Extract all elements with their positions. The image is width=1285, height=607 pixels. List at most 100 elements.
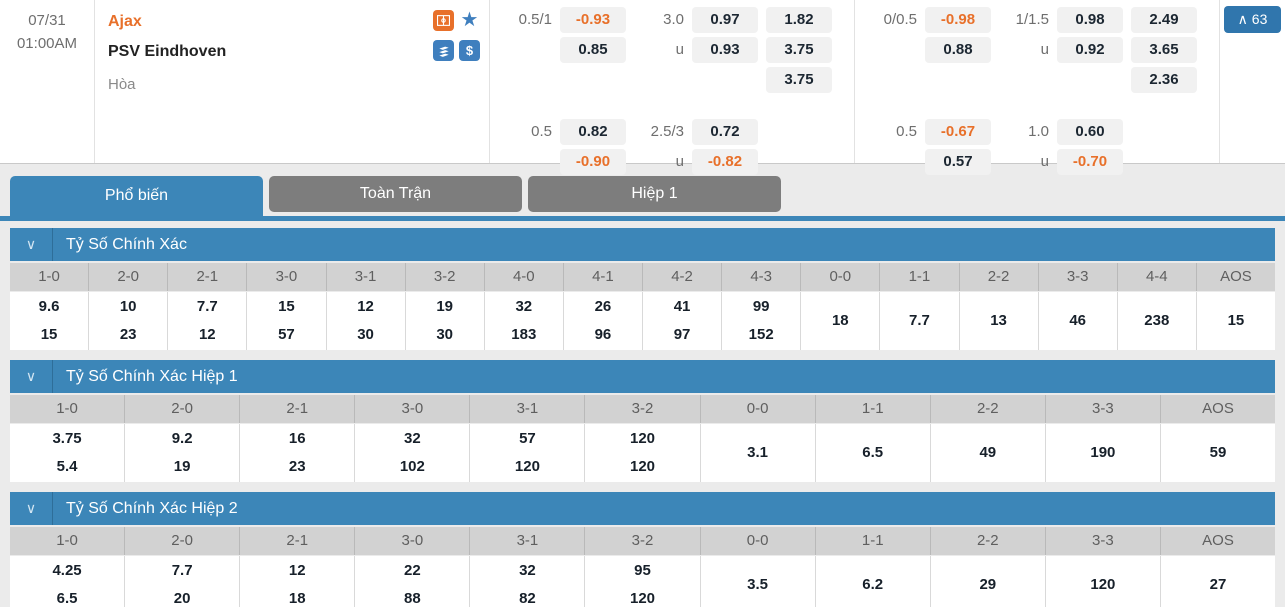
odds-value[interactable]: 22: [403, 562, 421, 579]
odds-value[interactable]: 6.2: [862, 576, 884, 593]
odds-value[interactable]: 12: [288, 562, 306, 579]
pitch-icon[interactable]: [433, 10, 454, 31]
score-column-header: 1-0: [10, 263, 90, 291]
odds-value[interactable]: 3.5: [747, 576, 769, 593]
odd-under[interactable]: -0.82: [692, 149, 758, 175]
chevron-down-icon[interactable]: ∨: [10, 492, 53, 525]
odd-1x2-away[interactable]: 3.75: [766, 67, 832, 93]
odds-value[interactable]: 10: [119, 298, 137, 315]
odds-value[interactable]: 120: [1090, 576, 1116, 593]
away-team-name[interactable]: PSV Eindhoven: [108, 43, 227, 60]
odd-over[interactable]: 0.97: [692, 7, 758, 33]
favorite-star-icon[interactable]: ★: [460, 9, 479, 31]
odds-value[interactable]: 96: [594, 326, 612, 343]
odd-under[interactable]: 0.93: [692, 37, 758, 63]
odds-value[interactable]: 152: [748, 326, 774, 343]
odds-value[interactable]: 59: [1209, 444, 1227, 461]
odd-over[interactable]: 0.98: [1057, 7, 1123, 33]
odds-value[interactable]: 15: [278, 298, 295, 315]
odd-1x2-draw[interactable]: 3.65: [1131, 37, 1197, 63]
odds-value[interactable]: 18: [831, 312, 849, 329]
odd-1x2-home[interactable]: 1.82: [766, 7, 832, 33]
odds-value[interactable]: 7.7: [196, 298, 218, 315]
match-row: 07/31 01:00AM Ajax PSV Eindhoven Hòa ★ $…: [0, 0, 1285, 175]
odds-value[interactable]: 120: [630, 590, 656, 607]
more-markets-button[interactable]: ∧ 63: [1224, 6, 1281, 33]
odd-handicap-away[interactable]: 0.57: [925, 149, 991, 175]
odds-value[interactable]: 20: [173, 590, 191, 607]
odd-1x2-home[interactable]: 2.49: [1131, 7, 1197, 33]
odd-over[interactable]: 0.72: [692, 119, 758, 145]
odds-value[interactable]: 120: [514, 458, 540, 475]
odds-value[interactable]: 3.75: [52, 430, 82, 447]
odds-value[interactable]: 82: [519, 590, 536, 607]
odds-value[interactable]: 29: [979, 576, 997, 593]
tab-pho-bien[interactable]: Phổ biến: [10, 176, 263, 216]
dollar-icon[interactable]: $: [459, 40, 480, 61]
odds-value[interactable]: 183: [511, 326, 537, 343]
odds-value[interactable]: 57: [519, 430, 536, 447]
odds-value[interactable]: 9.6: [38, 298, 60, 315]
odds-value[interactable]: 7.7: [909, 312, 930, 329]
home-team-name[interactable]: Ajax: [108, 13, 142, 30]
odds-value[interactable]: 3.1: [747, 444, 769, 461]
odd-1x2-draw[interactable]: 3.75: [766, 37, 832, 63]
odd-handicap-home[interactable]: 0.82: [560, 119, 626, 145]
odds-value[interactable]: 32: [515, 298, 533, 315]
odds-value[interactable]: 13: [990, 312, 1007, 329]
odds-value[interactable]: 95: [634, 562, 651, 579]
odds-value[interactable]: 32: [519, 562, 536, 579]
odd-handicap-home[interactable]: -0.93: [560, 7, 626, 33]
odd-handicap-home[interactable]: -0.98: [925, 7, 991, 33]
odds-value[interactable]: 23: [288, 458, 306, 475]
odd-handicap-home[interactable]: -0.67: [925, 119, 991, 145]
odds-value[interactable]: 15: [40, 326, 58, 343]
odd-handicap-away[interactable]: 0.85: [560, 37, 626, 63]
odds-value[interactable]: 15: [1227, 312, 1245, 329]
odds-value[interactable]: 12: [357, 298, 374, 315]
odd-handicap-away[interactable]: -0.90: [560, 149, 626, 175]
odds-value[interactable]: 97: [673, 326, 691, 343]
odds-value[interactable]: 120: [630, 430, 656, 447]
odds-value[interactable]: 30: [357, 326, 374, 343]
tab-toan-tran[interactable]: Toàn Trận: [269, 176, 522, 212]
odds-value[interactable]: 238: [1144, 312, 1170, 329]
odds-value[interactable]: 5.4: [56, 458, 78, 475]
odds-value[interactable]: 26: [594, 298, 612, 315]
section-header: ∨ Tỷ Số Chính Xác Hiệp 1: [10, 360, 1275, 393]
tab-hiep-1[interactable]: Hiệp 1: [528, 176, 781, 212]
odds-value[interactable]: 7.7: [171, 562, 193, 579]
chevron-down-icon[interactable]: ∨: [10, 228, 53, 261]
odds-value[interactable]: 88: [403, 590, 421, 607]
odds-value[interactable]: 190: [1090, 444, 1116, 461]
score-column-header: 1-0: [10, 395, 126, 423]
odds-value[interactable]: 32: [403, 430, 421, 447]
odds-value[interactable]: 23: [119, 326, 137, 343]
score-column-header: 2-2: [931, 527, 1046, 555]
odds-value[interactable]: 30: [436, 326, 454, 343]
stats-icon[interactable]: [433, 40, 454, 61]
odds-value[interactable]: 9.2: [171, 430, 193, 447]
odds-value[interactable]: 12: [198, 326, 216, 343]
odd-handicap-away[interactable]: 0.88: [925, 37, 991, 63]
odd-1x2-away[interactable]: 2.36: [1131, 67, 1197, 93]
odd-over[interactable]: 0.60: [1057, 119, 1123, 145]
odds-value[interactable]: 18: [288, 590, 306, 607]
odds-value[interactable]: 41: [673, 298, 691, 315]
odd-under[interactable]: 0.92: [1057, 37, 1123, 63]
odds-value[interactable]: 57: [278, 326, 295, 343]
odds-value[interactable]: 6.5: [862, 444, 884, 461]
odds-value[interactable]: 27: [1209, 576, 1227, 593]
odds-value[interactable]: 102: [399, 458, 425, 475]
odds-value[interactable]: 120: [630, 458, 656, 475]
odds-value[interactable]: 49: [979, 444, 997, 461]
odds-value[interactable]: 19: [436, 298, 454, 315]
odds-value[interactable]: 4.25: [52, 562, 82, 579]
chevron-down-icon[interactable]: ∨: [10, 360, 53, 393]
odds-value[interactable]: 16: [288, 430, 306, 447]
odd-under[interactable]: -0.70: [1057, 149, 1123, 175]
odds-value[interactable]: 19: [173, 458, 191, 475]
odds-value[interactable]: 46: [1069, 312, 1087, 329]
odds-value[interactable]: 6.5: [56, 590, 78, 607]
odds-value[interactable]: 99: [752, 298, 770, 315]
